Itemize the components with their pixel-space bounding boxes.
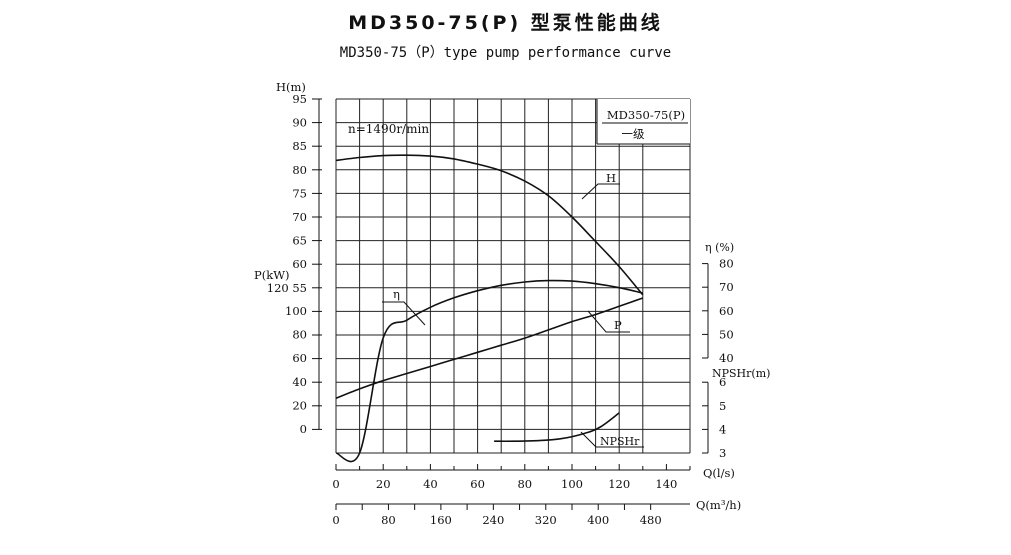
head-curve-leader (581, 183, 620, 200)
efficiency-tick-label: 80 (719, 257, 734, 271)
head-tick-label: 90 (292, 116, 307, 130)
head-tick-label: 70 (292, 210, 307, 224)
power-tick-label: 80 (292, 328, 307, 342)
head-tick-label: 60 (292, 257, 307, 271)
flow-ls-tick-label: 0 (332, 477, 339, 491)
head-curve (335, 154, 644, 296)
head-tick-label: 120 55 (267, 281, 307, 295)
efficiency-curve-label: η (393, 287, 400, 301)
model-label: MD350-75(P) (607, 108, 685, 122)
efficiency-tick-label: 70 (719, 280, 734, 294)
efficiency-tick-label: 50 (719, 327, 734, 341)
power-tick-label: 100 (285, 304, 307, 318)
efficiency-axis-label: η (%) (705, 241, 734, 254)
efficiency-curve (335, 279, 643, 463)
flow-ls-tick-label: 80 (517, 477, 532, 491)
curve-labels: Hη P NPSHr (382, 171, 644, 448)
npsh-tick-label: 3 (719, 446, 726, 460)
npsh-curve (494, 412, 620, 443)
power-tick-label: 60 (292, 351, 307, 365)
flow-m3h-tick-label: 320 (535, 513, 557, 527)
head-tick-label: 95 (292, 92, 307, 106)
npsh-tick-label: 4 (719, 422, 726, 436)
flow-m3h-tick-label: 400 (587, 513, 609, 527)
head-tick-label: 85 (292, 139, 307, 153)
flow-m3h-tick-label: 0 (332, 513, 339, 527)
head-tick-label: 80 (292, 163, 307, 177)
power-curve-label: P (614, 318, 622, 332)
power-curve (335, 297, 644, 400)
head-axis-label: H(m) (276, 80, 306, 94)
npsh-curve-label: NPSHr (600, 435, 640, 448)
npsh-curve-leader (580, 431, 644, 448)
power-tick-label: 20 (292, 398, 307, 412)
model-legend-box: MD350-75(P) 一级 (596, 99, 690, 145)
npsh-tick-label: 6 (719, 375, 726, 389)
flow-m3h-tick-label: 480 (640, 513, 662, 527)
power-tick-label: 0 (300, 422, 307, 436)
efficiency-tick-label: 60 (719, 304, 734, 318)
speed-label: n=1490r/min (348, 122, 429, 136)
flow-ls-axis-label: Q(l/s) (703, 466, 735, 480)
flow-m3h-tick-label: 160 (430, 513, 452, 527)
stage-label: 一级 (622, 127, 645, 141)
npsh-tick-label: 5 (719, 399, 726, 413)
flow-ls-tick-label: 120 (608, 477, 630, 491)
npsh-axis-label: NPSHr(m) (712, 367, 770, 380)
head-curve-label: H (606, 171, 616, 185)
chart-title: MD350-75(P) 型泵性能曲线 (348, 12, 663, 34)
flow-ls-tick-label: 60 (470, 477, 485, 491)
flow-ls-tick-label: 100 (561, 477, 583, 491)
flow-m3h-tick-label: 240 (482, 513, 504, 527)
flow-ls-tick-label: 20 (376, 477, 391, 491)
flow-ls-tick-label: 140 (655, 477, 677, 491)
flow-m3h-tick-label: 80 (381, 513, 396, 527)
power-axis-label: P(kW) (254, 268, 290, 282)
power-tick-label: 40 (292, 375, 307, 389)
flow-m3h-axis-label: Q(m³/h) (696, 498, 741, 512)
flow-ls-tick-label: 40 (423, 477, 438, 491)
head-tick-label: 75 (292, 186, 307, 200)
chart-grid (335, 98, 691, 454)
efficiency-curve-leader (382, 301, 426, 326)
head-tick-label: 65 (292, 234, 307, 248)
chart-curves (335, 154, 644, 463)
chart-axes: 120 556065707580859095H(m)020406080100P(… (254, 80, 770, 527)
efficiency-tick-label: 40 (719, 351, 734, 365)
chart-subtitle: MD350-75（P）type pump performance curve (339, 45, 672, 61)
power-curve-leader (587, 310, 630, 333)
